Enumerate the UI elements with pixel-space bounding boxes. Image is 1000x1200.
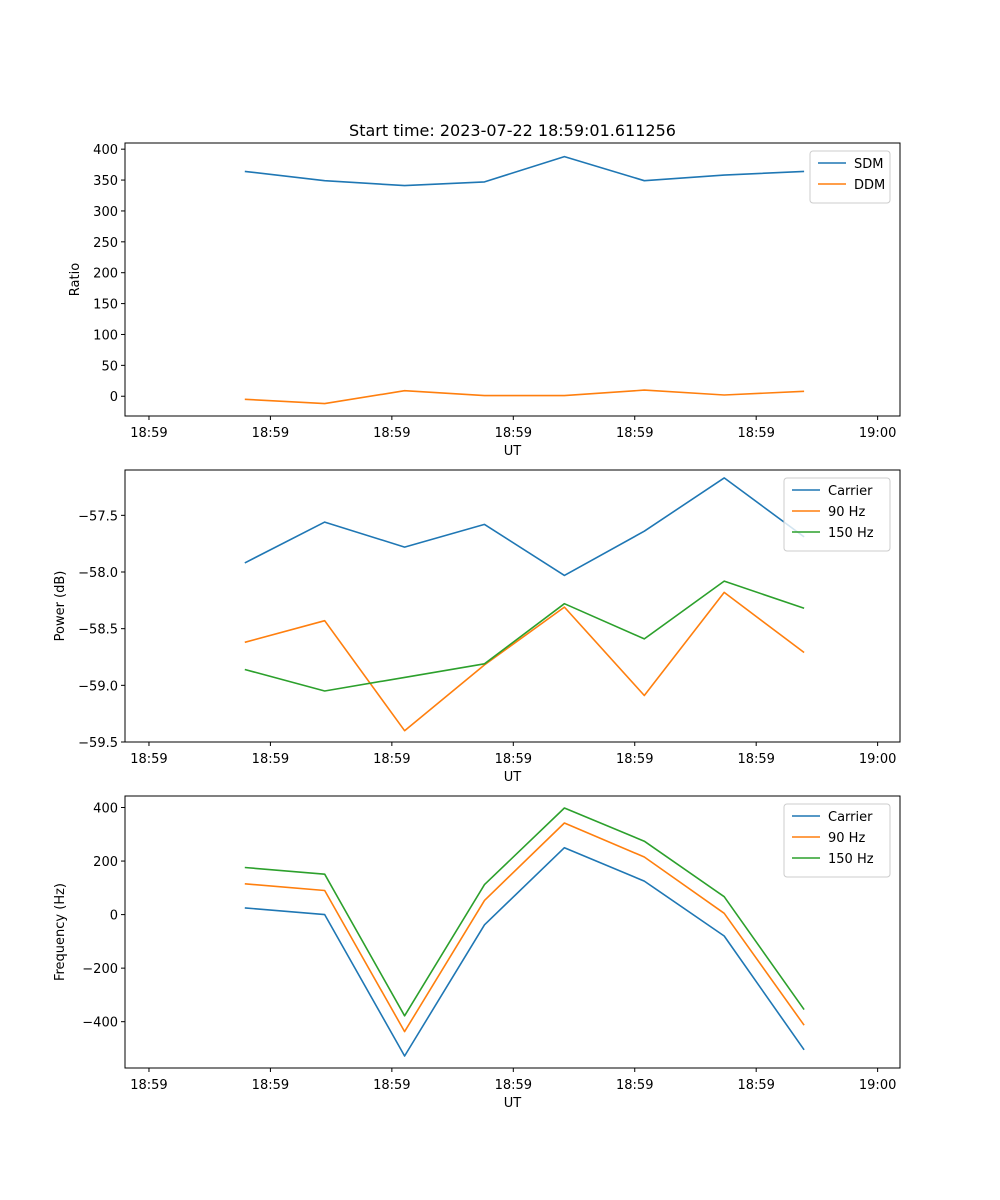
plot-2-series-150-hz-line	[244, 580, 805, 692]
plot-3-axes-frame	[124, 795, 901, 1069]
plot-1-y-tick-label: 100	[93, 328, 118, 343]
plot-3-y-tick-label: 200	[93, 855, 118, 870]
plot-1-y-tick-label: 0	[110, 390, 118, 405]
plot-2-y-tick-label: −59.5	[78, 736, 118, 751]
plot-2-y-axis-label: Power (dB)	[53, 571, 68, 642]
plot-1-y-tick-label: 400	[93, 143, 118, 158]
plot-3-x-tick-label: 18:59	[373, 1078, 410, 1093]
plot-1-y-tick-label: 150	[93, 298, 118, 313]
plot-2-y-tick-label: −59.0	[78, 679, 118, 694]
plot-1-x-tick-label: 18:59	[373, 426, 410, 441]
plot-3-series-150-hz-line	[244, 807, 805, 1017]
plot-1-x-tick-label: 18:59	[737, 426, 774, 441]
plot-3-x-tick-label: 18:59	[616, 1078, 653, 1093]
plot-3-y-tick-label: 400	[93, 802, 118, 817]
plot-3-x-tick-label: 18:59	[495, 1078, 532, 1093]
plot-1-y-tick-label: 350	[93, 174, 118, 189]
plot-3-y-tick-label: −200	[82, 962, 118, 977]
plot-3-y-tick-label: −400	[82, 1016, 118, 1031]
plot-1-legend-label: SDM	[854, 157, 883, 172]
plot-2-y-tick-label: −57.5	[78, 509, 118, 524]
plot-1-y-tick-label: 200	[93, 267, 118, 282]
plot-2-x-tick-label: 18:59	[616, 752, 653, 767]
plot-2-x-tick-label: 18:59	[130, 752, 167, 767]
plot-1-x-axis-label: UT	[504, 444, 522, 459]
plot-3-series-90-hz-line	[244, 822, 805, 1033]
plot-1-x-tick-label: 18:59	[130, 426, 167, 441]
plot-2-series-carrier-line	[244, 477, 805, 577]
plot-1-y-tick-label: 300	[93, 205, 118, 220]
plot-3-y-tick-label: 0	[110, 909, 118, 924]
plot-1-legend-label: DDM	[854, 178, 885, 193]
plot-2-x-tick-label: 19:00	[859, 752, 896, 767]
plot-3-x-axis-label: UT	[504, 1096, 522, 1111]
plot-1-series-sdm-line	[244, 155, 805, 187]
plot-2-x-tick-label: 18:59	[252, 752, 289, 767]
plot-3-legend-label: Carrier	[828, 810, 873, 825]
plot-2-legend-label: Carrier	[828, 484, 873, 499]
plot-1-legend-box	[809, 150, 891, 204]
plot-3-x-tick-label: 18:59	[130, 1078, 167, 1093]
plot-3-x-tick-label: 19:00	[859, 1078, 896, 1093]
plot-3-x-tick-label: 18:59	[252, 1078, 289, 1093]
plot-3-x-tick-label: 18:59	[737, 1078, 774, 1093]
plot-2-y-tick-label: −58.5	[78, 623, 118, 638]
plot-3-legend-label: 150 Hz	[828, 852, 874, 867]
plot-1-x-tick-label: 18:59	[616, 426, 653, 441]
plot-2-x-tick-label: 18:59	[737, 752, 774, 767]
plot-1-y-tick-label: 250	[93, 236, 118, 251]
plot-2-series-90-hz-line	[244, 591, 805, 732]
plot-2-y-tick-label: −58.0	[78, 566, 118, 581]
plot-3-legend-label: 90 Hz	[828, 831, 865, 846]
plot-1-x-tick-label: 18:59	[495, 426, 532, 441]
plot-2-x-tick-label: 18:59	[373, 752, 410, 767]
plot-1-axes-frame	[124, 142, 901, 417]
plot-2-legend-label: 90 Hz	[828, 505, 865, 520]
plot-1-x-tick-label: 18:59	[252, 426, 289, 441]
plot-2-axes-frame	[124, 469, 901, 743]
plot-2-x-axis-label: UT	[504, 770, 522, 785]
plot-1-y-axis-label: Ratio	[68, 263, 83, 296]
plot-1-x-tick-label: 19:00	[859, 426, 896, 441]
plot-2-x-tick-label: 18:59	[495, 752, 532, 767]
plot-1-series-ddm-line	[244, 389, 805, 405]
plot-1-y-tick-label: 50	[101, 359, 118, 374]
plot-2-legend-label: 150 Hz	[828, 526, 874, 541]
chart-title: Start time: 2023-07-22 18:59:01.611256	[349, 121, 676, 140]
plot-3-series-carrier-line	[244, 846, 805, 1057]
plot-3-y-axis-label: Frequency (Hz)	[53, 883, 68, 981]
